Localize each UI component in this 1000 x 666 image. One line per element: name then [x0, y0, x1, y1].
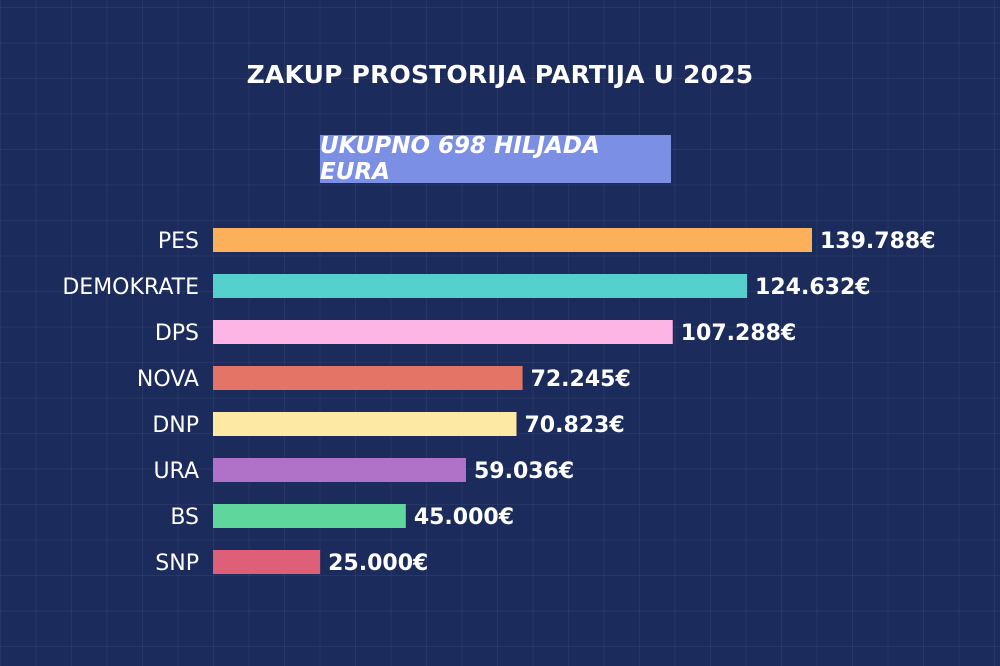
value-label: 59.036€: [474, 459, 574, 484]
value-label: 70.823€: [524, 413, 624, 438]
bar-bs: [213, 504, 406, 528]
bar-nova: [213, 366, 523, 390]
value-label: 45.000€: [414, 505, 514, 530]
category-label: BS: [170, 505, 199, 530]
category-label: DEMOKRATE: [62, 275, 199, 300]
value-label: 139.788€: [820, 229, 936, 254]
value-label: 72.245€: [531, 367, 631, 392]
category-label: URA: [153, 459, 199, 484]
bar-dnp: [213, 412, 517, 436]
bar-snp: [213, 550, 321, 574]
category-label: SNP: [155, 551, 199, 576]
value-label: 25.000€: [328, 551, 428, 576]
total-banner: UKUPNO 698 HILJADA EURA: [320, 133, 671, 185]
bar-dps: [213, 320, 673, 344]
chart-title: ZAKUP PROSTORIJA PARTIJA U 2025: [246, 60, 754, 89]
category-label: NOVA: [137, 367, 199, 392]
bar-demokrate: [213, 274, 748, 298]
bar-pes: [213, 228, 812, 252]
total-banner-text: UKUPNO 698 HILJADA EURA: [320, 133, 600, 185]
value-label: 107.288€: [681, 321, 797, 346]
category-label: PES: [158, 229, 199, 254]
value-label: 124.632€: [755, 275, 871, 300]
bar-ura: [213, 458, 466, 482]
category-label: DPS: [155, 321, 199, 346]
category-label: DNP: [152, 413, 199, 438]
